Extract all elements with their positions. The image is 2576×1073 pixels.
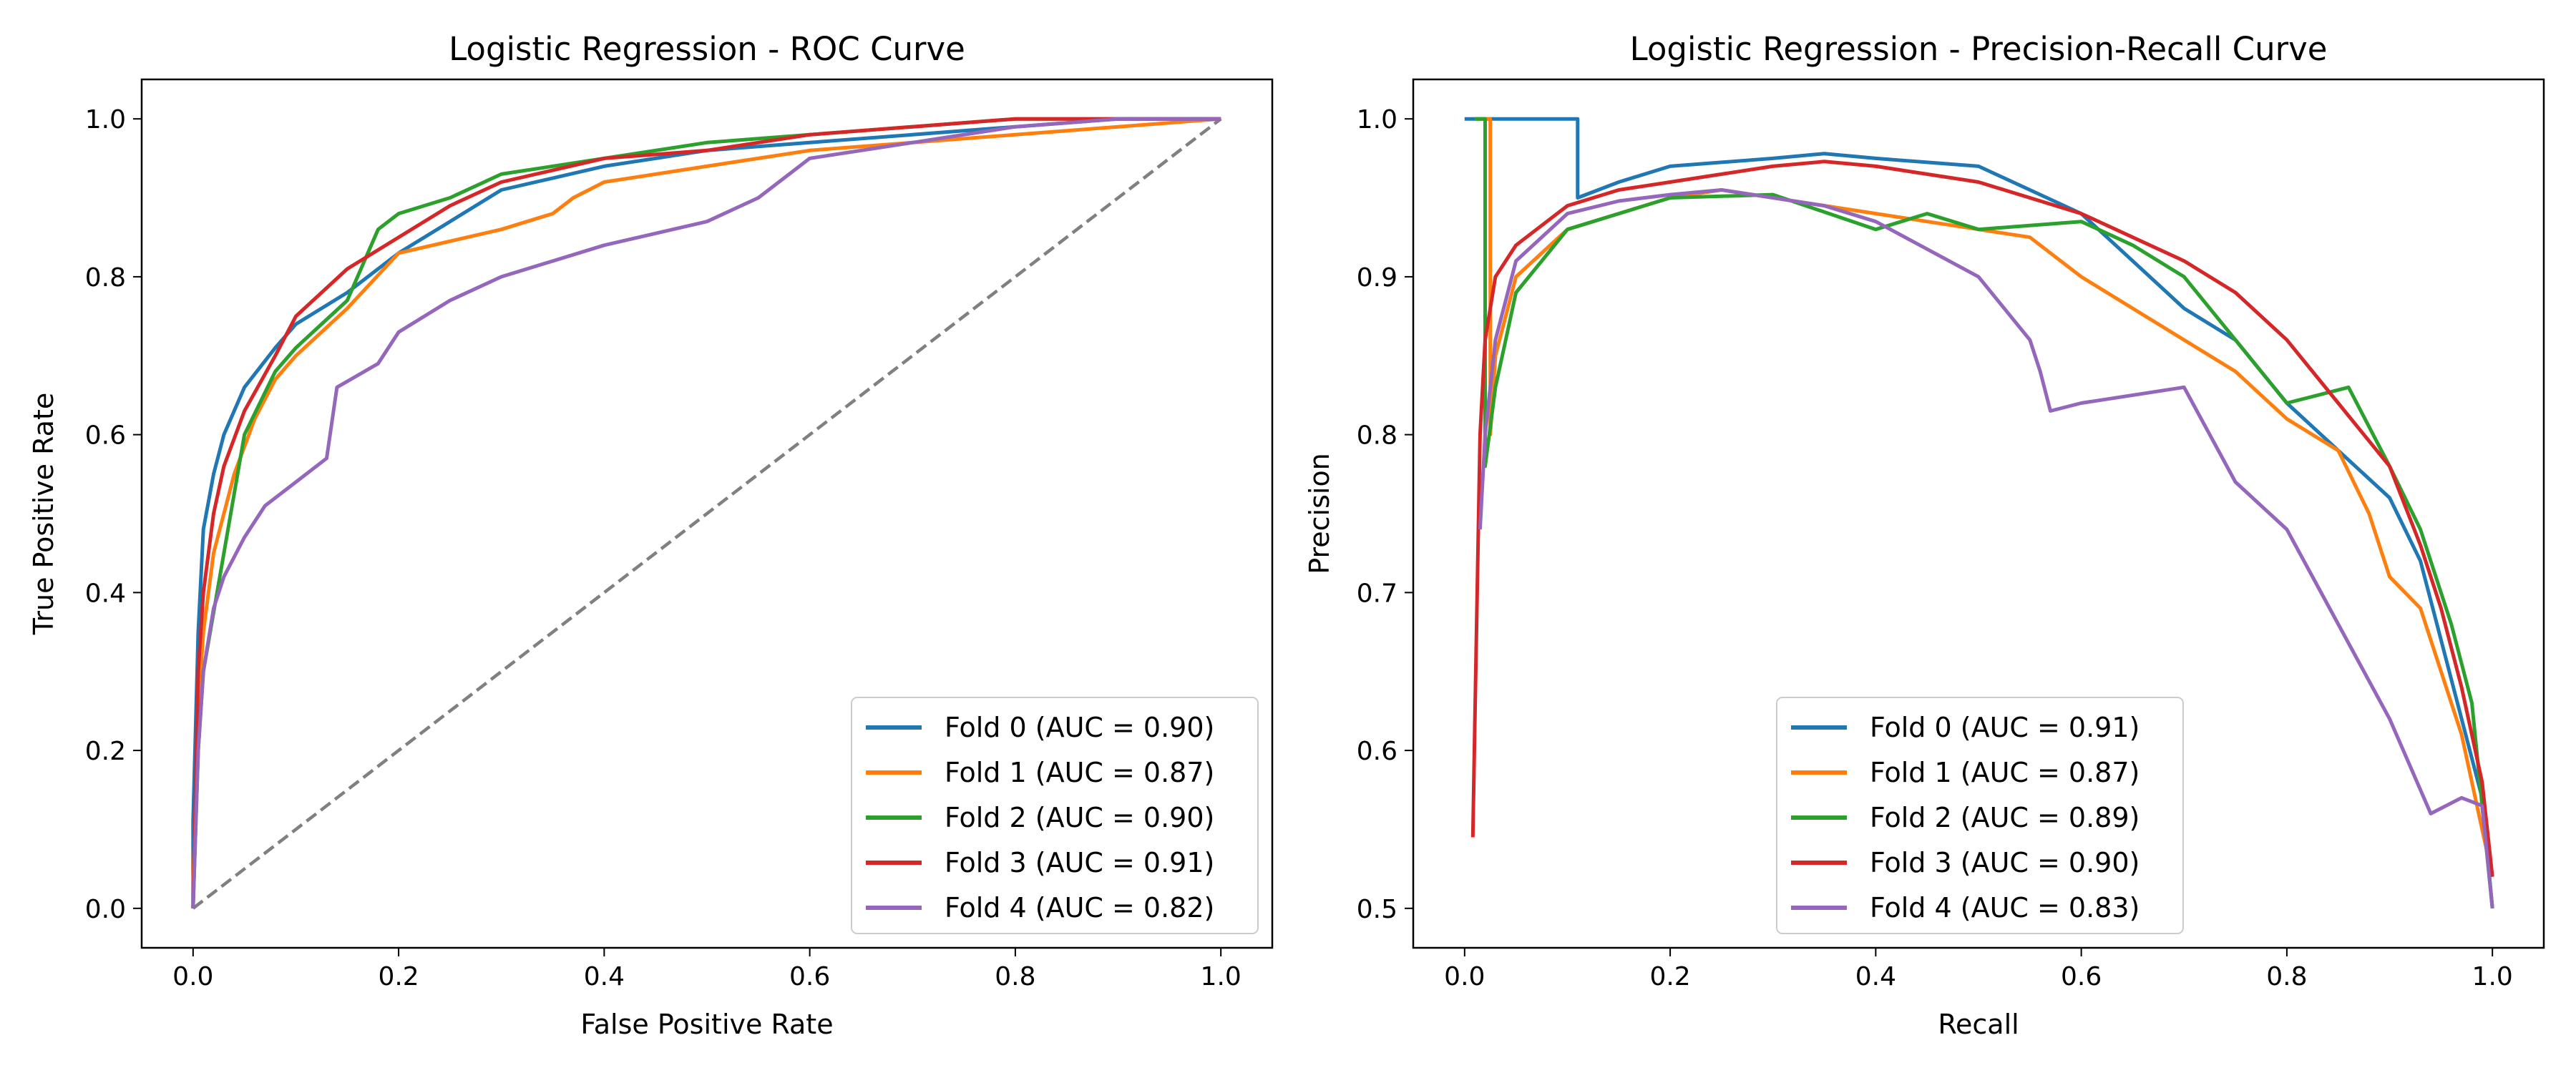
pr-y-tick-label: 0.5 <box>1357 895 1397 924</box>
roc-y-tick-label: 1.0 <box>85 105 126 134</box>
pr-legend-label-fold-0: Fold 0 (AUC = 0.91) <box>1870 712 2140 743</box>
pr-y-axis-label: Precision <box>1304 453 1335 574</box>
pr-legend: Fold 0 (AUC = 0.91) Fold 1 (AUC = 0.87) Fo… <box>1776 697 2184 934</box>
pr-y-ticks: 0.5 0.6 0.7 0.8 0.9 1.0 <box>1357 105 1413 924</box>
roc-title: Logistic Regression - ROC Curve <box>449 30 965 68</box>
roc-y-tick-label: 0.0 <box>85 895 126 924</box>
roc-x-axis-label: False Positive Rate <box>580 1009 833 1040</box>
roc-series-fold-4 <box>191 117 1221 908</box>
roc-x-tick-label: 0.8 <box>995 962 1035 991</box>
roc-legend-label-fold-4: Fold 4 (AUC = 0.82) <box>945 892 1214 923</box>
roc-x-tick-label: 0.0 <box>172 962 213 991</box>
roc-panel: 0.0 0.2 0.4 0.6 0.8 1.0 0.0 0.2 0.4 0.6 0.8 1.0 Lo… <box>28 30 1274 1040</box>
roc-x-tick-label: 1.0 <box>1201 962 1241 991</box>
pr-y-tick-label: 0.8 <box>1357 421 1397 451</box>
pr-y-tick-label: 0.6 <box>1357 737 1397 766</box>
roc-y-tick-label: 0.4 <box>85 579 126 608</box>
pr-legend-label-fold-4: Fold 4 (AUC = 0.83) <box>1870 892 2140 923</box>
roc-series-fold-1 <box>191 117 1221 908</box>
pr-legend-label-fold-3: Fold 3 (AUC = 0.90) <box>1870 847 2140 878</box>
roc-y-tick-label: 0.8 <box>85 263 126 293</box>
pr-x-axis-label: Recall <box>1938 1009 2019 1040</box>
roc-series-fold-3 <box>191 117 1221 908</box>
roc-x-tick-label: 0.6 <box>789 962 830 991</box>
roc-series-lines <box>191 117 1221 908</box>
pr-x-tick-label: 0.0 <box>1444 962 1485 991</box>
pr-x-tick-label: 1.0 <box>2472 962 2513 991</box>
pr-series-fold-2 <box>1475 117 2494 909</box>
pr-legend-box <box>1776 697 2184 934</box>
pr-series-fold-3 <box>1470 160 2494 877</box>
pr-plot-frame <box>1412 78 2545 949</box>
roc-legend-label-fold-3: Fold 3 (AUC = 0.91) <box>945 847 1214 878</box>
roc-x-tick-label: 0.2 <box>378 962 419 991</box>
roc-y-ticks: 0.0 0.2 0.4 0.6 0.8 1.0 <box>85 105 142 924</box>
pr-x-tick-label: 0.2 <box>1649 962 1690 991</box>
pr-x-ticks: 0.0 0.2 0.4 0.6 0.8 1.0 <box>1444 948 2513 991</box>
pr-series-fold-1 <box>1475 117 2494 878</box>
pr-legend-label-fold-2: Fold 2 (AUC = 0.89) <box>1870 802 2140 833</box>
roc-chance-line <box>192 117 1222 910</box>
roc-legend-label-fold-1: Fold 1 (AUC = 0.87) <box>945 757 1214 788</box>
roc-series-fold-0 <box>191 117 1221 908</box>
pr-legend-label-fold-1: Fold 1 (AUC = 0.87) <box>1870 757 2140 788</box>
pr-y-tick-label: 0.9 <box>1357 263 1397 293</box>
pr-x-tick-label: 0.6 <box>2061 962 2102 991</box>
roc-y-tick-label: 0.6 <box>85 421 126 451</box>
roc-y-axis-label: True Positive Rate <box>28 393 59 636</box>
roc-y-tick-label: 0.2 <box>85 737 126 766</box>
roc-x-ticks: 0.0 0.2 0.4 0.6 0.8 1.0 <box>172 948 1241 991</box>
roc-legend-box <box>851 697 1259 934</box>
pr-x-tick-label: 0.4 <box>1855 962 1896 991</box>
roc-plot-frame <box>140 78 1274 949</box>
roc-legend: Fold 0 (AUC = 0.90) Fold 1 (AUC = 0.87) Fo… <box>851 697 1259 934</box>
pr-series-lines <box>1464 117 2494 909</box>
pr-series-fold-0 <box>1464 117 2494 909</box>
roc-x-tick-label: 0.4 <box>584 962 625 991</box>
roc-chance-diagonal <box>192 117 1222 910</box>
pr-y-tick-label: 1.0 <box>1357 105 1397 134</box>
pr-title: Logistic Regression - Precision-Recall C… <box>1630 30 2328 68</box>
pr-panel: 0.0 0.2 0.4 0.6 0.8 1.0 0.5 0.6 0.7 0.8 0.9 1.0 Lo… <box>1304 30 2545 1040</box>
roc-legend-label-fold-0: Fold 0 (AUC = 0.90) <box>945 712 1214 743</box>
roc-plot-clip-group <box>191 117 1222 910</box>
pr-x-tick-label: 0.8 <box>2266 962 2307 991</box>
pr-y-tick-label: 0.7 <box>1357 579 1397 608</box>
pr-series-fold-4 <box>1478 188 2494 909</box>
roc-legend-label-fold-2: Fold 2 (AUC = 0.90) <box>945 802 1214 833</box>
